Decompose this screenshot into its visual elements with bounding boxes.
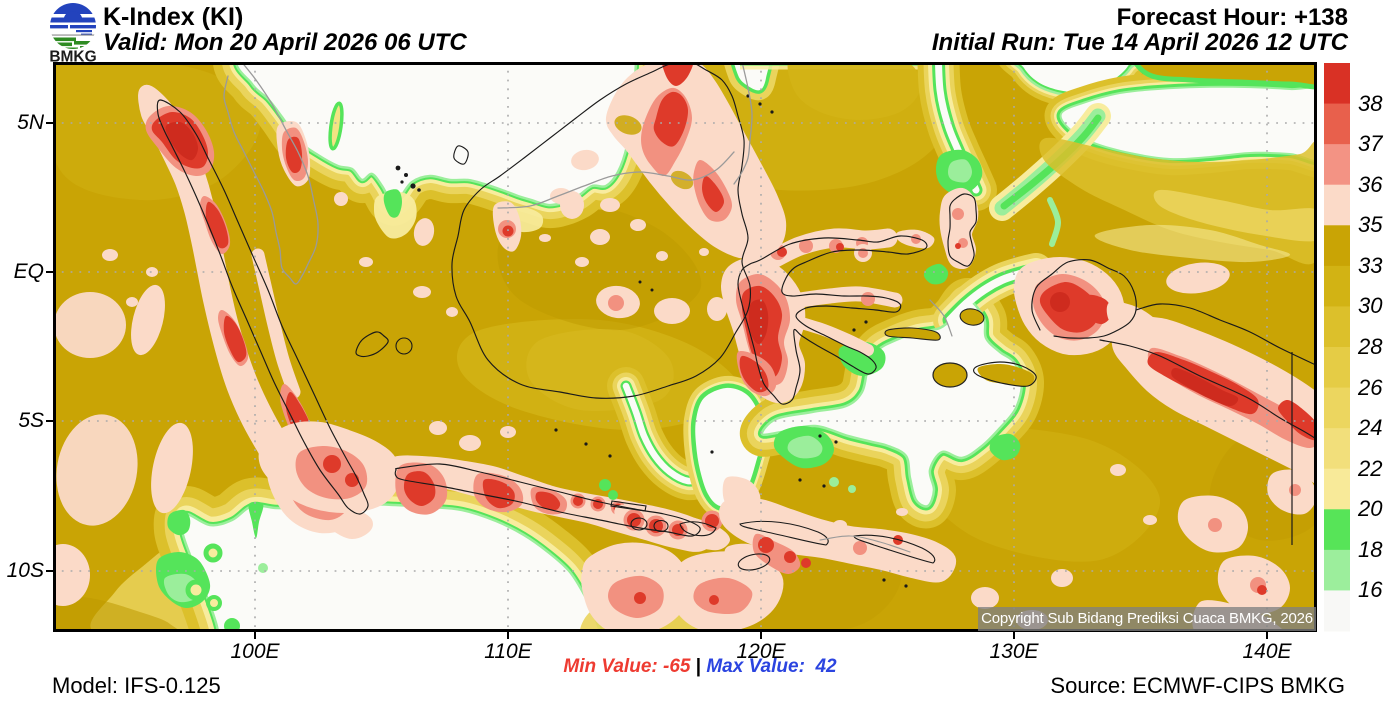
svg-text:BMKG: BMKG xyxy=(49,49,96,64)
